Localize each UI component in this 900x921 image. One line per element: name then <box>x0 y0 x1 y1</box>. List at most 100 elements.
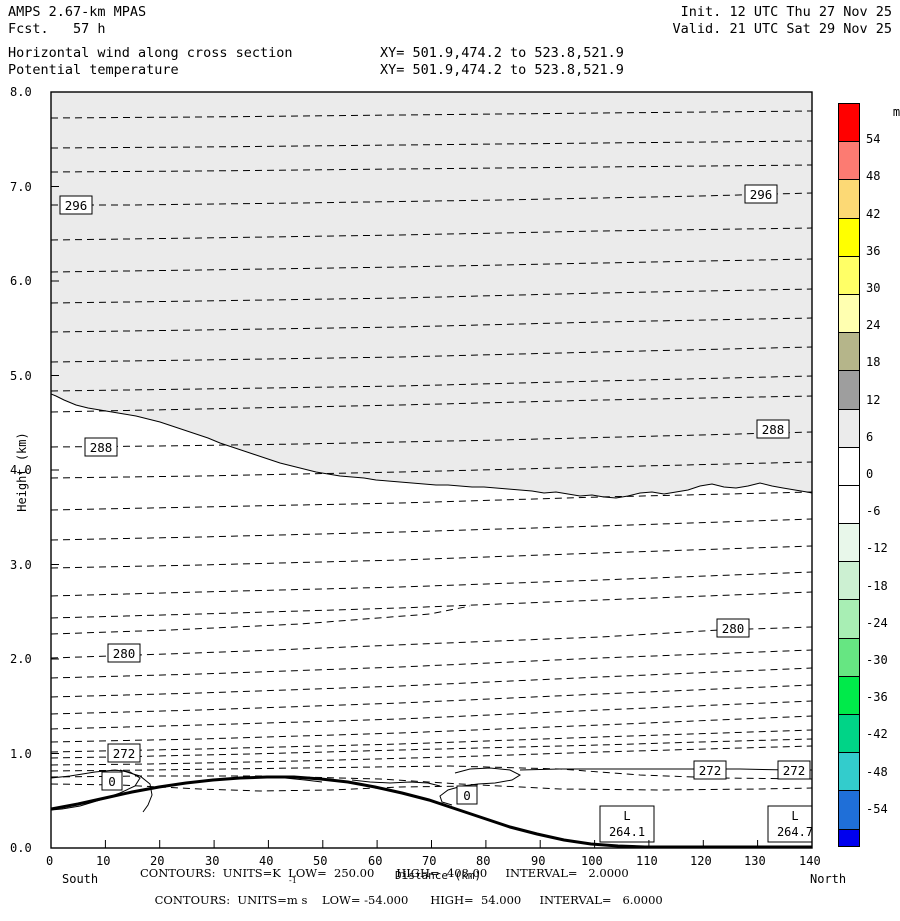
contour-label-280-right: 280 <box>716 618 750 638</box>
x-tick-label-50: 50 <box>313 854 328 868</box>
colorbar-swatch <box>839 561 859 600</box>
svg-text:272: 272 <box>699 763 722 778</box>
svg-text:288: 288 <box>762 422 785 437</box>
colorbar-tick-label: -48 <box>866 764 888 779</box>
xy-range-wind: XY= 501.9,474.2 to 523.8,521.9 <box>380 45 624 61</box>
svg-text:288: 288 <box>90 440 113 455</box>
x-axis-end-label-north: North <box>810 872 847 886</box>
x-axis-end-label-south: South <box>62 872 99 886</box>
svg-text:L: L <box>791 809 798 823</box>
cross-section-plot: 296 296 288 288 <box>50 91 813 849</box>
colorbar-tick-label: 6 <box>866 429 874 444</box>
y-tick-label-3: 3.0 <box>10 558 32 572</box>
colorbar <box>838 103 860 847</box>
colorbar-swatch <box>839 255 859 294</box>
colorbar-swatch <box>839 599 859 638</box>
colorbar-tick-label: 48 <box>866 169 881 184</box>
x-tick-label-130: 130 <box>744 854 766 868</box>
colorbar-swatch <box>839 637 859 676</box>
colorbar-swatch <box>839 484 859 524</box>
colorbar-tick-label: 18 <box>866 355 881 370</box>
colorbar-swatch <box>839 332 859 371</box>
colorbar-swatch <box>839 217 859 256</box>
colorbar-tick-label: 0 <box>866 467 874 481</box>
colorbar-tick-label: -12 <box>866 541 888 556</box>
colorbar-tick-label: -18 <box>866 578 888 593</box>
isentrope-group <box>51 110 812 792</box>
x-tick-label-140: 140 <box>799 854 821 868</box>
low-center-1: L 264.1 <box>599 805 655 843</box>
contour-label-group: 296 296 288 288 <box>59 184 812 843</box>
valid-time: Valid. 21 UTC Sat 29 Nov 25 <box>672 21 892 37</box>
x-tick-label-10: 10 <box>96 854 111 868</box>
xy-range-theta: XY= 501.9,474.2 to 523.8,521.9 <box>380 62 624 78</box>
colorbar-tick-label: 24 <box>866 318 881 333</box>
x-tick-label-70: 70 <box>422 854 437 868</box>
isentrope-272 <box>51 738 812 759</box>
colorbar-tick-label: -6 <box>866 504 881 519</box>
contour-info-wind-text: CONTOURS: UNITS=m s LOW= -54.000 HIGH= 5… <box>154 893 663 907</box>
x-tick-label-110: 110 <box>636 854 658 868</box>
contour-label-296-right: 296 <box>744 184 778 204</box>
contour-label-280-left: 280 <box>107 643 141 663</box>
colorbar-swatch <box>839 408 859 447</box>
colorbar-swatch <box>839 370 859 409</box>
contour-info-theta: CONTOURS: UNITS=K LOW= 250.00 HIGH= 408.… <box>140 866 629 880</box>
isentrope-288 <box>51 431 812 448</box>
svg-text:0: 0 <box>108 774 116 789</box>
colorbar-tick-label: -30 <box>866 653 888 667</box>
colorbar-tick-label: -54 <box>866 801 888 816</box>
colorbar-tick-label: 12 <box>866 392 881 407</box>
x-axis-title: Distance (km) <box>395 869 482 882</box>
colorbar-tick-label: 36 <box>866 243 881 258</box>
isentrope-296 <box>51 192 812 206</box>
colorbar-tick-label: 42 <box>866 206 881 221</box>
svg-text:272: 272 <box>113 746 136 761</box>
x-tick-label-100: 100 <box>581 854 603 868</box>
init-time: Init. 12 UTC Thu 27 Nov 25 <box>680 4 892 20</box>
x-tick-label-0: 0 <box>46 854 54 868</box>
contour-label-272-midright: 272 <box>693 760 727 780</box>
colorbar-swatch <box>839 828 859 846</box>
colorbar-swatch <box>839 675 859 714</box>
colorbar-tick-label: 54 <box>866 132 881 147</box>
y-tick-label-8: 8.0 <box>10 85 32 99</box>
svg-text:264.1: 264.1 <box>609 825 645 839</box>
x-tick-label-120: 120 <box>690 854 712 868</box>
svg-text:0: 0 <box>463 788 471 803</box>
contour-label-296-left: 296 <box>59 195 93 215</box>
y-tick-marks <box>51 91 59 849</box>
y-tick-label-1: 1.0 <box>10 747 32 761</box>
colorbar-swatch <box>839 714 859 753</box>
colorbar-units: m s-1 <box>864 90 900 133</box>
svg-text:296: 296 <box>750 187 773 202</box>
contour-label-272-left: 272 <box>107 743 141 763</box>
wind-contour-6ms-line <box>51 393 812 499</box>
contour-info-wind: CONTOURS: UNITS=m s LOW= -54.000 HIGH= 5… <box>140 876 663 921</box>
y-tick-label-0: 0.0 <box>10 841 32 855</box>
colorbar-swatch <box>839 752 859 791</box>
y-axis-title: Height (km) <box>15 432 29 512</box>
colorbar-swatch <box>839 446 859 485</box>
colorbar-swatch <box>839 293 859 333</box>
x-tick-label-80: 80 <box>476 854 491 868</box>
colorbar-swatch <box>839 523 859 562</box>
colorbar-tick-label: -42 <box>866 727 888 742</box>
colorbar-tick-label: -24 <box>866 615 888 630</box>
contour-label-288-left: 288 <box>84 437 118 457</box>
x-tick-label-40: 40 <box>259 854 274 868</box>
colorbar-swatch <box>839 790 859 829</box>
svg-text:L: L <box>623 809 630 823</box>
wind-shade-6ms <box>51 92 812 498</box>
x-tick-label-90: 90 <box>531 854 546 868</box>
y-tick-label-6: 6.0 <box>10 274 32 288</box>
svg-text:280: 280 <box>113 646 136 661</box>
wind-label-0-mid: 0 <box>456 785 478 805</box>
svg-text:296: 296 <box>65 198 88 213</box>
terrain-profile <box>51 775 812 848</box>
contour-label-272-right: 272 <box>777 760 811 780</box>
colorbar-swatch <box>839 179 859 218</box>
y-tick-label-2: 2.0 <box>10 652 32 666</box>
x-tick-label-30: 30 <box>205 854 220 868</box>
wind-units-exponent: -1 <box>289 876 297 885</box>
